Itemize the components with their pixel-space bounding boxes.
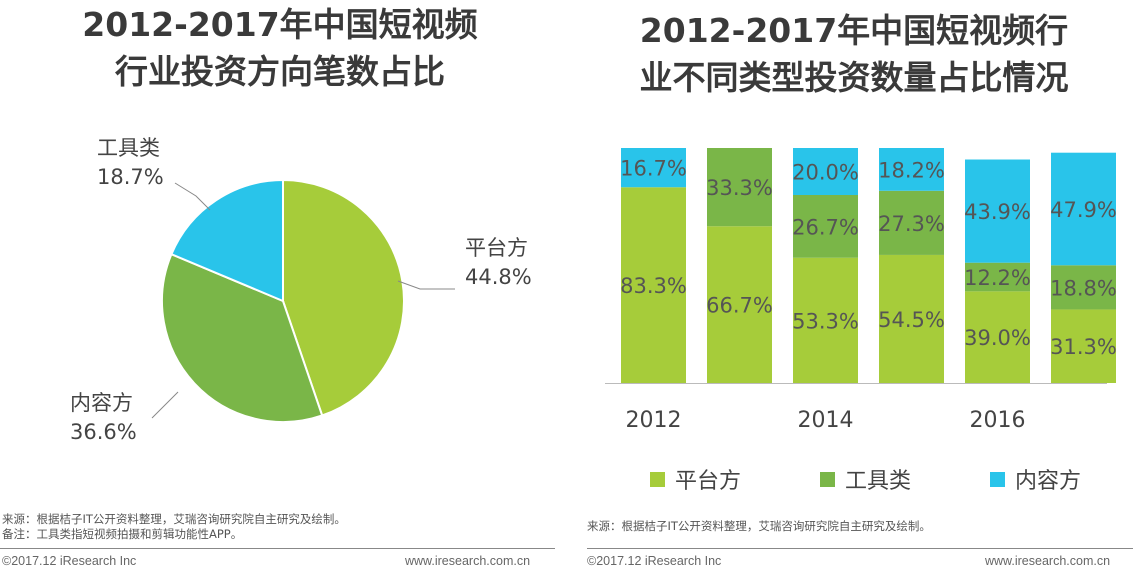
x-tick-label-2012: 2012: [626, 408, 682, 433]
bar-source-text: 来源：根据桔子IT公开资料整理，艾瑞咨询研究院自主研究及绘制。: [587, 519, 931, 533]
pie-chart-title: 2012-2017年中国短视频 行业投资方向笔数占比: [0, 1, 560, 95]
pie-slice-2: [170, 178, 284, 303]
bar-data-label-2015-2: 18.2%: [878, 158, 945, 182]
bar-footer-divider: [587, 548, 1133, 549]
legend-item-tool: 工具类: [820, 463, 911, 495]
bar-segment-2015-1: [879, 190, 944, 255]
legend-swatch-content: [990, 471, 1005, 487]
bar-chart-title: 2012-2017年中国短视频行 业不同类型投资数量占比情况: [575, 7, 1133, 101]
bar-segment-2017-1: [1051, 265, 1116, 310]
bar-website: www.iresearch.com.cn: [985, 554, 1111, 568]
pie-slice-0: [282, 178, 405, 417]
pie-title-line2: 行业投资方向笔数占比: [115, 52, 445, 91]
bar-segment-2012-0: [621, 187, 686, 383]
bar-segment-2014-0: [793, 257, 858, 383]
legend-item-platform: 平台方: [650, 463, 741, 495]
pie-note-text: 备注：工具类指短视频拍摄和剪辑功能性APP。: [2, 527, 243, 541]
bar-segment-2014-1: [793, 195, 858, 258]
bar-data-label-2017-2: 47.9%: [1050, 198, 1117, 222]
bar-segment-2012-2: [621, 148, 686, 188]
bar-segment-2013-0: [707, 226, 772, 383]
pie-title-line1: 2012-2017年中国短视频: [82, 5, 478, 44]
bar-title-line1: 2012-2017年中国短视频行: [639, 11, 1069, 50]
bar-data-label-2012-0: 83.3%: [620, 274, 687, 298]
x-tick-label-2016: 2016: [970, 408, 1026, 433]
pie-leader-line-2: [174, 182, 211, 211]
bar-segment-2015-2: [879, 148, 944, 191]
pie-slice-1: [161, 252, 324, 423]
bar-segment-2013-1: [707, 148, 772, 227]
bar-data-label-2013-0: 66.7%: [706, 294, 773, 318]
bar-data-label-2016-0: 39.0%: [964, 326, 1031, 350]
pie-label-value-0: 44.8%: [465, 265, 532, 289]
bar-data-label-2017-1: 18.8%: [1050, 276, 1117, 300]
bar-segment-2016-0: [965, 291, 1030, 383]
bar-data-label-2014-0: 53.3%: [792, 309, 859, 333]
pie-label-name-1: 内容方: [70, 391, 133, 415]
bar-segment-2014-2: [793, 148, 858, 195]
legend-swatch-tool: [820, 471, 835, 487]
x-tick-label-2014: 2014: [798, 408, 854, 433]
bar-data-label-2013-1: 33.3%: [706, 176, 773, 200]
legend-item-content: 内容方: [990, 463, 1081, 495]
bar-title-line2: 业不同类型投资数量占比情况: [639, 58, 1069, 97]
legend-label-platform: 平台方: [675, 469, 742, 494]
stacked-bar-chart: 83.3% 16.7% 2012 66.7% 33.3% 53.3% 26.7% 20.0% 2…: [605, 148, 1117, 433]
pie-source-text: 来源：根据桔子IT公开资料整理，艾瑞咨询研究院自主研究及绘制。: [2, 512, 346, 526]
bar-data-label-2015-0: 54.5%: [878, 308, 945, 332]
pie-label-name-2: 工具类: [97, 136, 160, 160]
pie-label-value-2: 18.7%: [97, 165, 164, 189]
bar-data-label-2015-1: 27.3%: [878, 212, 945, 236]
pie-label-name-0: 平台方: [465, 236, 528, 260]
pie-chart: 平台方 44.8% 内容方 36.6% 工具类 18.7%: [70, 136, 532, 444]
bar-data-label-2012-2: 16.7%: [620, 157, 687, 181]
bar-data-label-2017-0: 31.3%: [1050, 335, 1117, 359]
bar-segment-2016-2: [965, 159, 1030, 263]
bar-data-label-2014-1: 26.7%: [792, 215, 859, 239]
pie-copyright: ©2017.12 iResearch Inc: [2, 554, 137, 568]
bar-segment-2015-0: [879, 254, 944, 383]
pie-leader-line-0: [397, 280, 455, 290]
bar-chart-panel: 2012-2017年中国短视频行 业不同类型投资数量占比情况 83.3% 16.7…: [575, 0, 1133, 572]
bar-data-label-2016-1: 12.2%: [964, 266, 1031, 290]
bar-segment-2017-0: [1051, 309, 1116, 383]
legend-swatch-platform: [650, 471, 665, 487]
bar-segment-2016-1: [965, 262, 1030, 292]
bar-data-label-2016-2: 43.9%: [964, 200, 1031, 224]
bar-data-label-2014-2: 20.0%: [792, 161, 859, 185]
pie-footer-divider: [0, 548, 555, 549]
pie-leader-line-1: [151, 391, 179, 419]
pie-label-value-1: 36.6%: [70, 420, 137, 444]
pie-chart-panel: 2012-2017年中国短视频 行业投资方向笔数占比 平台方 44.8% 内容方 36…: [0, 0, 560, 572]
pie-website: www.iresearch.com.cn: [405, 554, 531, 568]
bar-segment-2017-2: [1051, 152, 1116, 266]
legend-label-tool: 工具类: [845, 469, 912, 494]
legend-label-content: 内容方: [1015, 469, 1082, 494]
bar-copyright: ©2017.12 iResearch Inc: [587, 554, 722, 568]
